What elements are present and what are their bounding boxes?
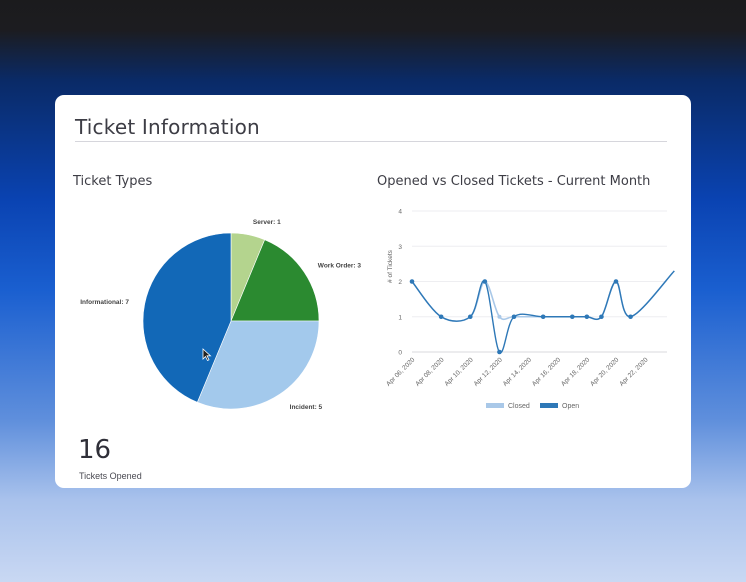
pie-label-incident: Incident: 5	[290, 404, 323, 411]
data-point-open	[511, 314, 517, 320]
y-tick-label: 0	[398, 350, 402, 357]
pie-label-server: Server: 1	[253, 219, 281, 226]
data-point-open	[584, 314, 590, 320]
y-axis-label: # of Tickets	[387, 249, 394, 283]
pie-chart-title: Ticket Types	[73, 174, 153, 189]
data-point-open	[540, 314, 546, 320]
y-tick-label: 4	[398, 209, 402, 216]
x-tick-label: Apr 16, 2020	[531, 356, 563, 388]
data-point-open	[569, 314, 575, 320]
card-title: Ticket Information	[75, 115, 260, 139]
data-point-closed	[497, 314, 502, 319]
data-point-open	[599, 314, 604, 320]
legend-swatch-closed	[486, 403, 504, 408]
pie-slice-work-order	[230, 239, 320, 322]
data-point-open	[613, 279, 619, 284]
legend-label-open: Open	[562, 403, 579, 410]
series-line-open	[411, 270, 675, 354]
x-tick-label: Apr 22, 2020	[618, 356, 650, 388]
pie-label-informational: Informational: 7	[80, 299, 129, 306]
data-point-open	[467, 314, 473, 320]
x-tick-label: Apr 14, 2020	[502, 356, 534, 388]
ticket-information-card: Ticket Information Ticket Types Opened v…	[55, 95, 691, 488]
tickets-opened-label: Tickets Opened	[79, 471, 142, 481]
line-chart-title: Opened vs Closed Tickets - Current Month	[377, 174, 651, 189]
x-tick-label: Apr 10, 2020	[443, 356, 475, 388]
y-tick-label: 1	[398, 314, 402, 321]
x-tick-label: Apr 20, 2020	[589, 356, 621, 388]
data-point-open	[409, 279, 415, 284]
data-point-open	[628, 314, 633, 320]
tickets-opened-count: 16	[78, 435, 112, 465]
x-tick-label: Apr 08, 2020	[414, 356, 446, 388]
data-point-open	[497, 349, 502, 355]
legend-label-closed: Closed	[508, 403, 530, 410]
data-point-open	[482, 279, 488, 284]
data-point-open	[438, 314, 444, 320]
x-tick-label: Apr 18, 2020	[560, 356, 592, 388]
pie-label-work-order: Work Order: 3	[318, 262, 362, 269]
x-tick-label: Apr 06, 2020	[385, 356, 417, 388]
mouse-cursor-icon	[202, 348, 212, 362]
y-tick-label: 2	[398, 279, 402, 286]
title-divider	[75, 141, 667, 142]
x-tick-label: Apr 12, 2020	[473, 356, 505, 388]
y-tick-label: 3	[398, 244, 402, 251]
pie-slice-incident	[196, 320, 320, 410]
legend-swatch-open	[540, 403, 558, 408]
